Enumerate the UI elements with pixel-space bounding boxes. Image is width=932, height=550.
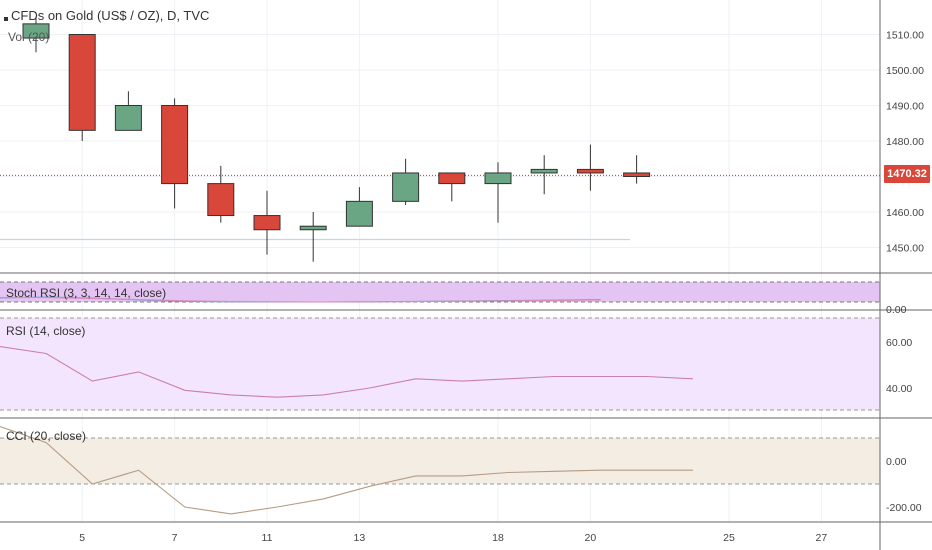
candle-body [22,23,50,39]
rsi-tick-label: 40.00 [886,383,912,395]
x-tick-label: 25 [723,532,735,544]
indicator-lines [0,296,694,515]
stoch-tick-label: 0.00 [886,304,907,316]
candle-body [161,105,189,185]
candle-body [299,225,327,231]
chart-title-text: CFDs on Gold (US$ / OZ), D, TVC [11,8,210,23]
price-tick-label: 1500.00 [886,65,924,77]
candle-body [530,168,558,174]
cci-label[interactable]: CCI (20, close) [6,429,87,443]
price-tick-label: 1490.00 [886,101,924,113]
cci-tick-label: -200.00 [886,502,922,514]
x-tick-label: 18 [492,532,504,544]
stoch-rsi-label[interactable]: Stoch RSI (3, 3, 14, 14, close) [6,286,167,300]
rsi-band [0,318,880,410]
candle-body [576,168,604,174]
price-tick-label: 1510.00 [886,30,924,42]
price-tick-label: 1480.00 [886,136,924,148]
x-tick-label: 11 [262,532,273,544]
x-tick-label: 27 [816,532,828,544]
rsi-line [0,346,694,398]
current-price-tag: 1470.32 [884,165,930,183]
cci-tick-label: 0.00 [886,456,907,468]
x-tick-label: 7 [172,532,178,544]
candle-body [345,200,373,227]
stoch-d-line [0,297,601,303]
stoch-band [0,282,880,302]
indicator-bands [0,281,880,485]
volume-label: Vol (20) [8,30,50,44]
candle-body [438,172,466,185]
candle-body [253,215,281,231]
symbol-dot-icon [4,16,8,21]
candle-body [68,34,96,131]
candle-body [207,183,235,217]
candlestick-series [22,16,651,262]
price-tick-label: 1450.00 [886,243,924,255]
cci-band [0,438,880,484]
chart-title: CFDs on Gold (US$ / OZ), D, TVC [4,8,209,23]
candle-body [484,172,512,185]
cci-line [0,425,693,515]
candle-body [392,172,420,202]
rsi-tick-label: 60.00 [886,337,912,349]
x-tick-label: 13 [354,532,366,544]
x-tick-label: 5 [79,532,85,544]
candle-body [623,172,651,177]
price-tick-label: 1460.00 [886,207,924,219]
x-tick-label: 20 [585,532,597,544]
rsi-label[interactable]: RSI (14, close) [6,324,86,338]
candle-body [114,105,142,131]
